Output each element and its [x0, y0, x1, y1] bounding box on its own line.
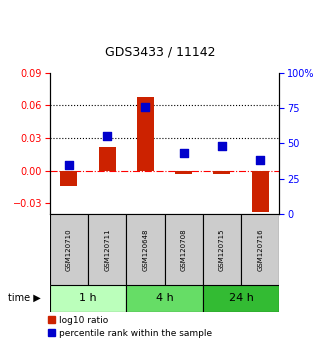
Bar: [99, 147, 116, 171]
Bar: [50, 214, 88, 285]
Text: GSM120710: GSM120710: [66, 228, 72, 271]
Bar: [126, 285, 203, 312]
Text: GSM120715: GSM120715: [219, 228, 225, 271]
Point: [181, 150, 186, 156]
Point: [257, 158, 263, 163]
Bar: [203, 285, 279, 312]
Point: [219, 143, 224, 149]
Text: time ▶: time ▶: [8, 293, 41, 303]
Bar: [50, 285, 126, 312]
Text: 1 h: 1 h: [79, 293, 97, 303]
Legend: log10 ratio, percentile rank within the sample: log10 ratio, percentile rank within the …: [48, 316, 212, 338]
Bar: [164, 214, 203, 285]
Text: 4 h: 4 h: [156, 293, 173, 303]
Bar: [175, 171, 192, 174]
Point: [143, 104, 148, 109]
Text: GSM120711: GSM120711: [104, 228, 110, 271]
Bar: [126, 214, 164, 285]
Text: GDS3433 / 11142: GDS3433 / 11142: [105, 45, 216, 58]
Text: 24 h: 24 h: [229, 293, 254, 303]
Text: GSM120708: GSM120708: [181, 228, 187, 271]
Point: [66, 162, 72, 167]
Bar: [137, 97, 154, 171]
Bar: [60, 171, 77, 186]
Point: [105, 133, 110, 139]
Bar: [241, 214, 279, 285]
Text: GSM120716: GSM120716: [257, 228, 263, 271]
Bar: [252, 171, 269, 212]
Bar: [203, 214, 241, 285]
Bar: [88, 214, 126, 285]
Bar: [213, 171, 230, 174]
Text: GSM120648: GSM120648: [143, 228, 148, 271]
